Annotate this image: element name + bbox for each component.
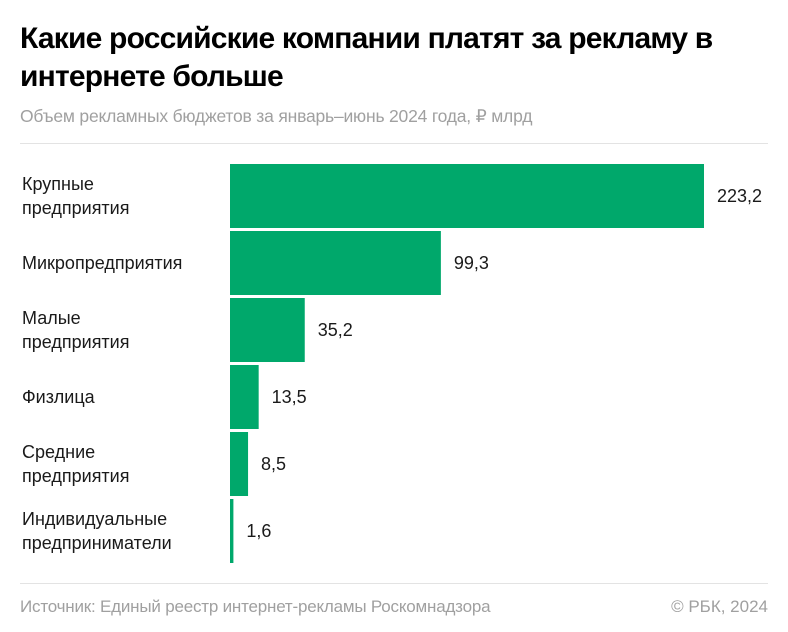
- copyright: © РБК, 2024: [671, 597, 768, 616]
- chart-subtitle: Объем рекламных бюджетов за январь–июнь …: [20, 106, 533, 126]
- category-label-line: предприятия: [22, 466, 129, 486]
- category-label-line: предприятия: [22, 198, 129, 218]
- category-label-line: Крупные: [22, 174, 94, 194]
- category-label-line: Средние: [22, 442, 95, 462]
- category-label: Малые предприятия: [22, 308, 129, 352]
- category-label-line: Малые: [22, 308, 81, 328]
- category-label: Индивидуальные предприниматели: [22, 509, 172, 553]
- value-label: 13,5: [272, 387, 307, 407]
- category-label: Средние предприятия: [22, 442, 129, 486]
- bar: [230, 432, 249, 496]
- chart-title: Какие российские компании платят за рекл…: [20, 22, 713, 93]
- category-label: Микропредприятия: [22, 253, 182, 273]
- category-label-line: предприятия: [22, 332, 129, 352]
- category-label-line: Физлица: [22, 387, 96, 407]
- value-label: 223,2: [717, 186, 762, 206]
- category-label: Крупные предприятия: [22, 174, 129, 218]
- value-label: 8,5: [261, 454, 286, 474]
- category-label: Физлица: [22, 387, 96, 407]
- bottom-divider: [20, 583, 768, 584]
- value-label: 99,3: [454, 253, 489, 273]
- bar: [230, 164, 704, 228]
- bar-chart: 223,2 Крупные предприятия 99,3 Микропредприя…: [22, 164, 762, 563]
- bar: [230, 365, 259, 429]
- category-label-line: Микропредприятия: [22, 253, 182, 273]
- value-label: 35,2: [318, 320, 353, 340]
- bar: [230, 298, 305, 362]
- category-label-line: предприниматели: [22, 533, 172, 553]
- bar: [230, 231, 441, 295]
- value-label: 1,6: [246, 521, 271, 541]
- category-label-line: Индивидуальные: [22, 509, 167, 529]
- source-note: Источник: Единый реестр интернет-рекламы…: [20, 597, 491, 616]
- top-divider: [20, 143, 768, 144]
- bar: [230, 499, 234, 563]
